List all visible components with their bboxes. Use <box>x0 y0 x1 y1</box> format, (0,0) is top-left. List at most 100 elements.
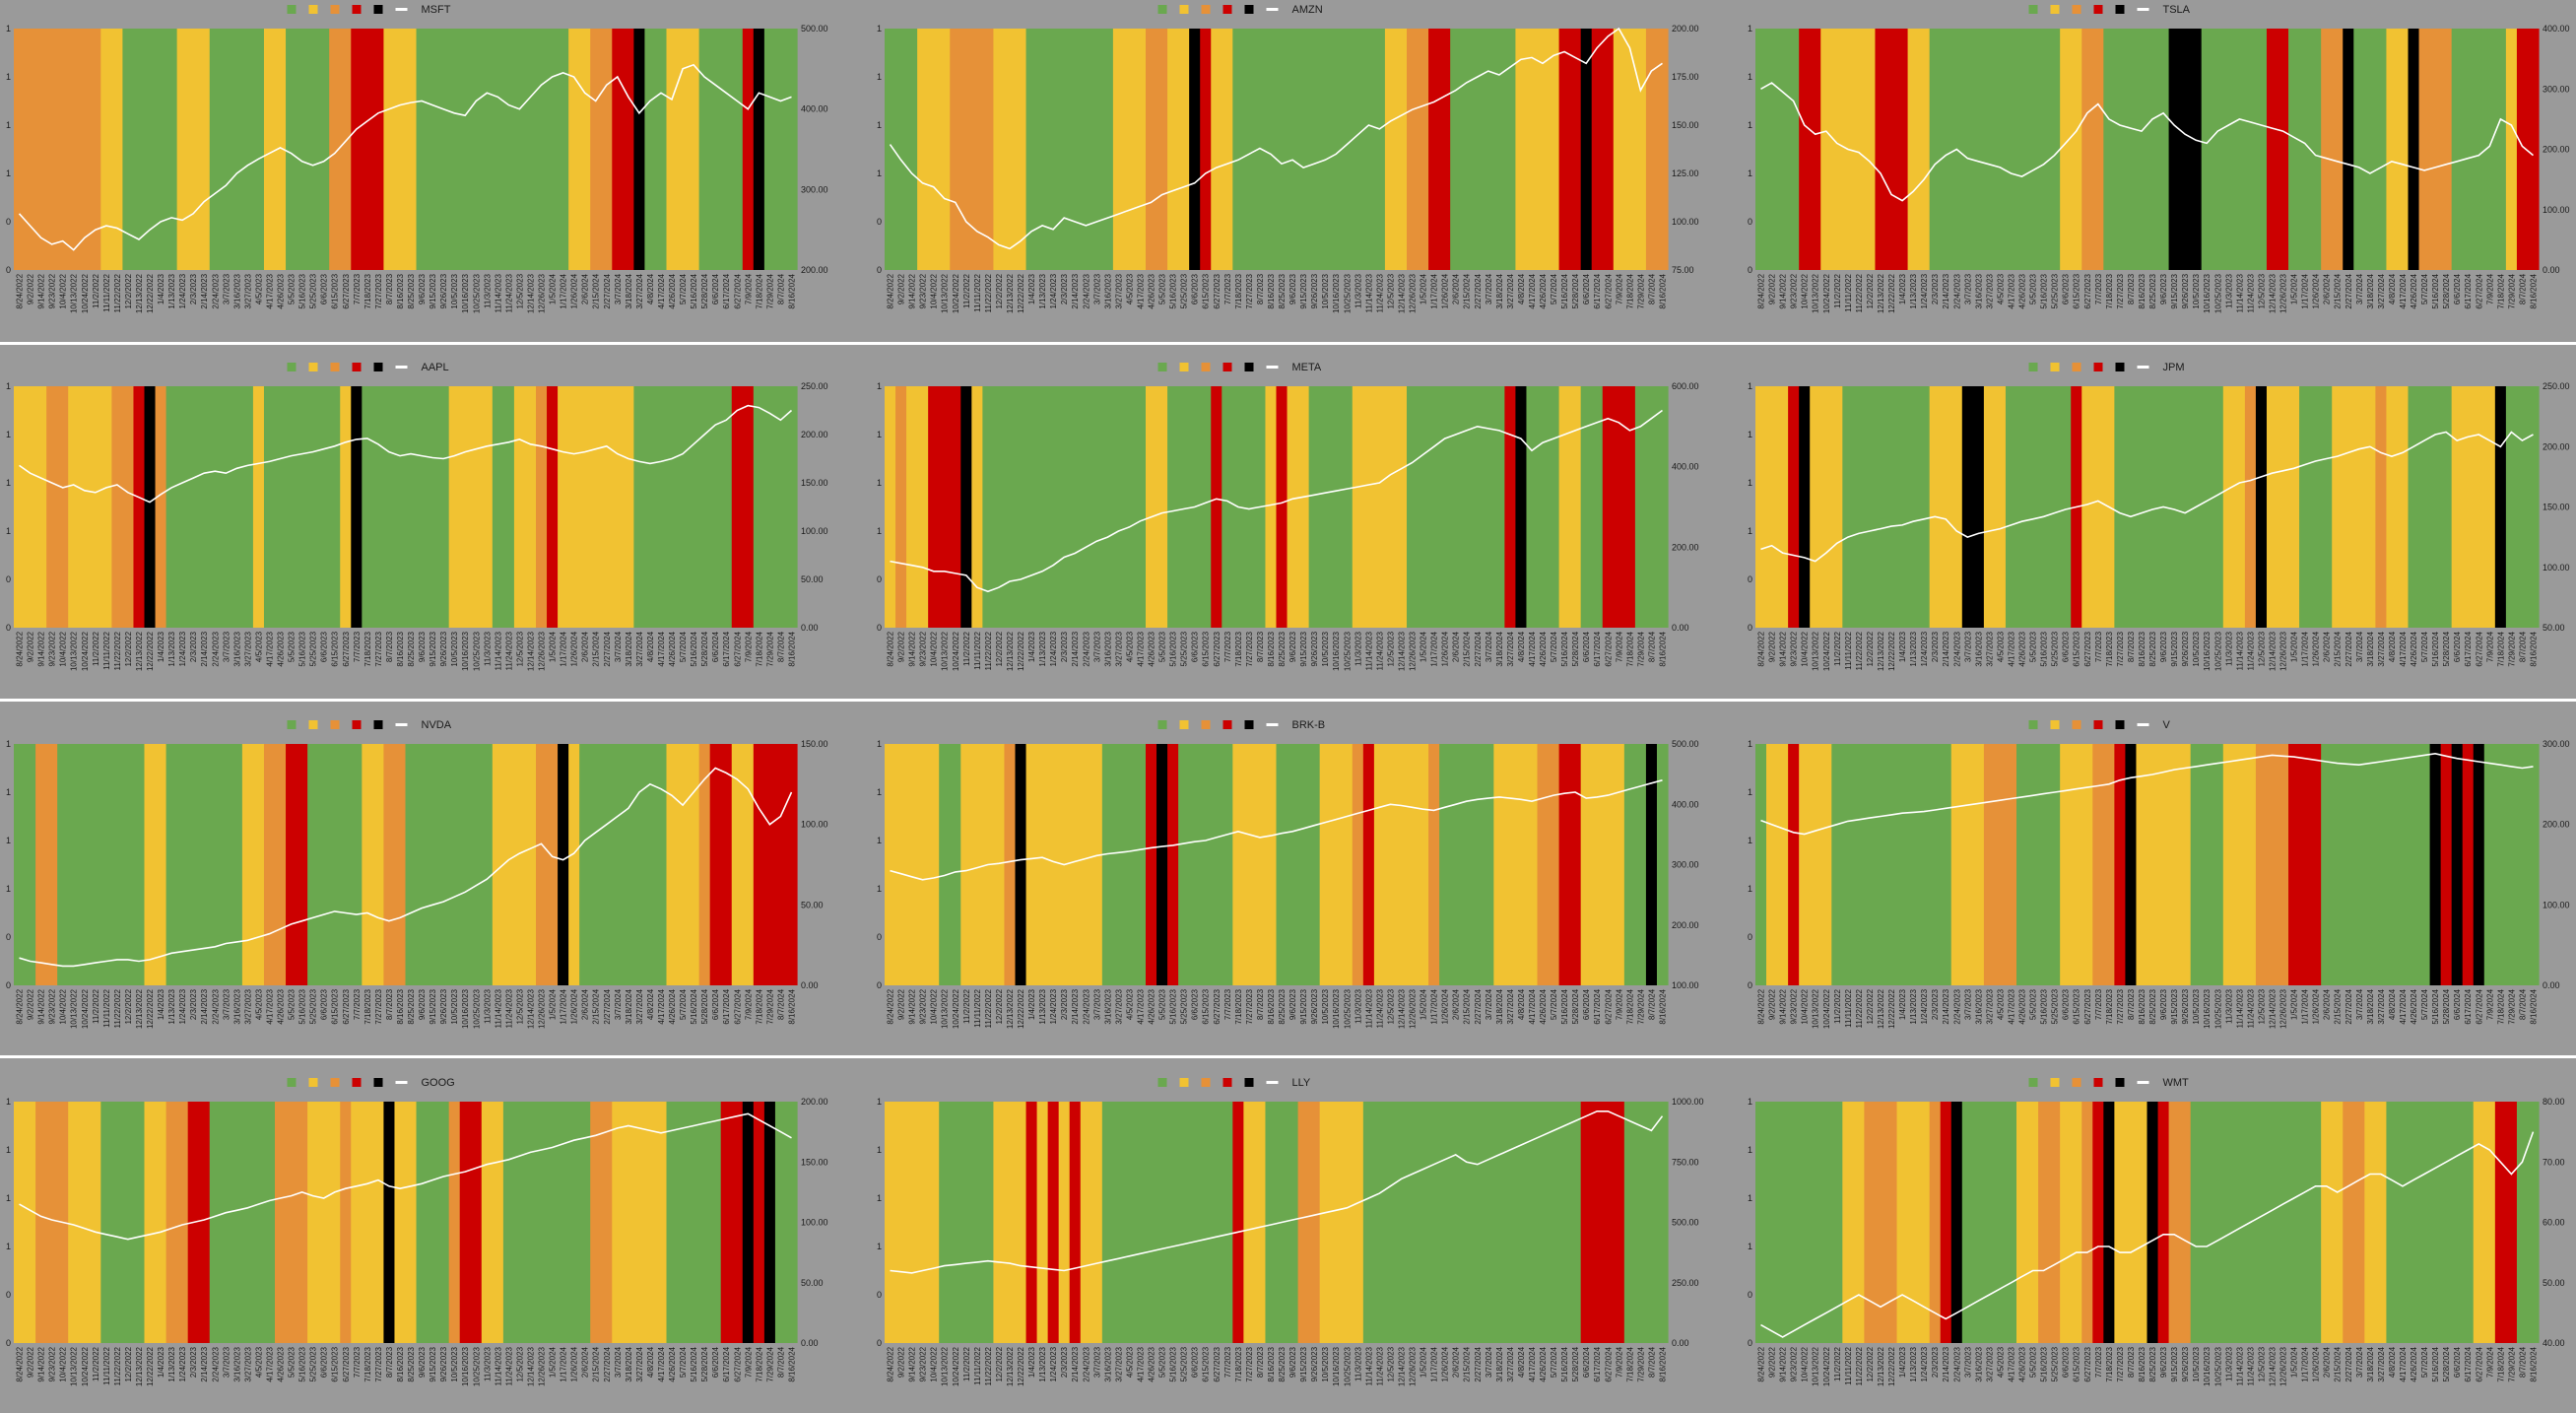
right-axis-tick: 500.00 <box>1672 1218 1699 1228</box>
x-tick-label: 10/16/2023 <box>2203 988 2212 1029</box>
legend-swatch-red <box>1222 720 1232 729</box>
regime-band-yellow <box>2114 1102 2148 1343</box>
x-tick-label: 4/17/2023 <box>266 273 275 308</box>
x-tick-label: 11/14/2023 <box>1364 989 1373 1029</box>
x-tick-label: 5/16/2024 <box>1560 273 1569 308</box>
x-tick-label: 2/27/2024 <box>2345 1346 2353 1381</box>
x-tick-label: 5/25/2023 <box>1180 1346 1189 1381</box>
x-tick-label: 6/6/2024 <box>1582 273 1591 304</box>
x-tick-label: 9/14/2022 <box>37 1346 46 1381</box>
x-tick-label: 5/25/2023 <box>309 273 318 308</box>
x-tick-label: 5/7/2024 <box>2420 273 2429 304</box>
regime-band-orange <box>448 1102 461 1343</box>
legend-label: BRK-B <box>1292 719 1326 731</box>
regime-band-yellow <box>1232 744 1278 985</box>
right-axis-tick: 100.00 <box>801 820 828 830</box>
regime-band-green <box>2408 386 2453 628</box>
legend-swatch-black <box>373 5 383 14</box>
x-tick-label: 11/2/2022 <box>1833 273 1842 308</box>
x-tick-label: 10/24/2022 <box>81 988 90 1029</box>
x-tick-label: 10/13/2022 <box>941 631 950 671</box>
x-tick-label: 12/2/2022 <box>995 631 1004 666</box>
x-tick-label: 5/7/2024 <box>1550 273 1558 304</box>
x-tick-label: 11/24/2023 <box>504 1346 513 1385</box>
x-tick-label: 1/13/2023 <box>1038 988 1047 1024</box>
x-tick-label: 9/26/2023 <box>2181 631 2190 666</box>
x-tick-label: 7/7/2023 <box>1223 988 1232 1020</box>
regime-band-yellow <box>1080 1102 1103 1343</box>
x-tick-label: 9/26/2023 <box>439 631 448 666</box>
x-tick-label: 10/13/2022 <box>941 988 950 1029</box>
left-axis-tick: 0 <box>1748 265 1752 275</box>
x-tick-label: 9/23/2022 <box>1790 273 1799 308</box>
right-axis-tick: 50.00 <box>801 900 824 909</box>
regime-band-orange <box>2321 29 2344 270</box>
x-tick-label: 10/24/2022 <box>952 273 960 313</box>
x-tick-label: 9/2/2022 <box>1768 273 1777 304</box>
right-axis-tick: 200.00 <box>1672 542 1699 552</box>
x-tick-label: 4/26/2023 <box>277 273 286 308</box>
x-tick-label: 9/23/2022 <box>48 631 57 666</box>
x-tick-label: 12/14/2023 <box>527 273 536 313</box>
legend: AAPL <box>287 362 449 373</box>
left-axis-tick: 1 <box>6 24 11 34</box>
x-tick-label: 11/3/2023 <box>1354 631 1362 666</box>
legend: BRK-B <box>1157 719 1326 731</box>
regime-band-red <box>928 386 961 628</box>
x-tick-label: 5/16/2024 <box>2431 1346 2440 1381</box>
regime-band-black <box>2429 744 2442 985</box>
x-tick-label: 10/5/2023 <box>450 631 459 666</box>
x-tick-label: 1/17/2024 <box>1430 273 1439 308</box>
x-tick-label: 4/8/2024 <box>646 988 655 1020</box>
left-axis-tick: 0 <box>6 574 11 584</box>
x-tick-label: 12/2/2022 <box>1866 1346 1875 1381</box>
x-tick-label: 6/27/2023 <box>1213 631 1222 666</box>
x-tick-label: 10/25/2023 <box>472 631 481 671</box>
x-tick-label: 3/7/2023 <box>1092 631 1101 662</box>
regime-band-orange <box>1864 1102 1898 1343</box>
x-tick-label: 6/17/2024 <box>1593 631 1602 666</box>
x-tick-label: 11/22/2022 <box>984 273 993 312</box>
x-tick-label: 10/4/2022 <box>1801 988 1810 1024</box>
x-tick-label: 6/15/2023 <box>2073 631 2081 666</box>
regime-band-black <box>2494 386 2507 628</box>
x-tick-label: 6/15/2023 <box>2073 988 2081 1024</box>
x-tick-label: 10/13/2022 <box>70 631 79 671</box>
legend-swatch-green <box>2028 720 2038 729</box>
x-tick-label: 11/14/2023 <box>1364 274 1373 313</box>
x-tick-label: 4/8/2024 <box>1517 631 1526 662</box>
regime-band-green <box>362 386 450 628</box>
x-tick-label: 12/14/2023 <box>2269 988 2278 1029</box>
regime-band-orange <box>2255 744 2289 985</box>
x-tick-label: 12/22/2022 <box>146 631 155 671</box>
regime-band-yellow <box>1384 29 1408 270</box>
x-tick-label: 7/27/2023 <box>374 273 383 308</box>
x-tick-label: 6/6/2024 <box>2453 1346 2462 1378</box>
legend-swatch-orange <box>330 363 340 371</box>
regime-band-yellow <box>2266 386 2300 628</box>
regime-band-green <box>666 1102 722 1343</box>
regime-band-yellow <box>1896 1102 1931 1343</box>
x-tick-label: 1/13/2023 <box>1909 631 1918 666</box>
x-tick-label: 9/23/2022 <box>1790 988 1799 1024</box>
x-tick-label: 3/7/2024 <box>1485 988 1493 1020</box>
x-tick-label: 10/5/2023 <box>450 1346 459 1381</box>
x-tick-label: 1/4/2023 <box>1898 631 1907 662</box>
x-tick-label: 5/25/2023 <box>309 1346 318 1381</box>
regime-band-green <box>502 1102 591 1343</box>
left-axis-tick: 0 <box>6 623 11 633</box>
x-tick-label: 1/26/2024 <box>570 631 579 666</box>
x-tick-label: 2/27/2024 <box>603 273 612 308</box>
regime-band-red <box>459 1102 483 1343</box>
x-tick-label: 9/23/2022 <box>919 631 928 666</box>
x-tick-label: 8/16/2024 <box>2530 988 2539 1024</box>
regime-band-yellow <box>993 29 1027 270</box>
x-tick-label: 2/3/2023 <box>1931 631 1940 662</box>
x-tick-label: 5/25/2023 <box>2051 273 2060 308</box>
x-tick-label: 2/27/2024 <box>603 988 612 1024</box>
legend-swatch-price-line <box>1266 723 1279 726</box>
x-tick-label: 8/7/2024 <box>1647 1346 1656 1378</box>
x-tick-label: 7/29/2024 <box>765 988 774 1024</box>
x-tick-label: 2/6/2024 <box>2323 273 2332 304</box>
x-tick-label: 6/6/2024 <box>1582 631 1591 662</box>
